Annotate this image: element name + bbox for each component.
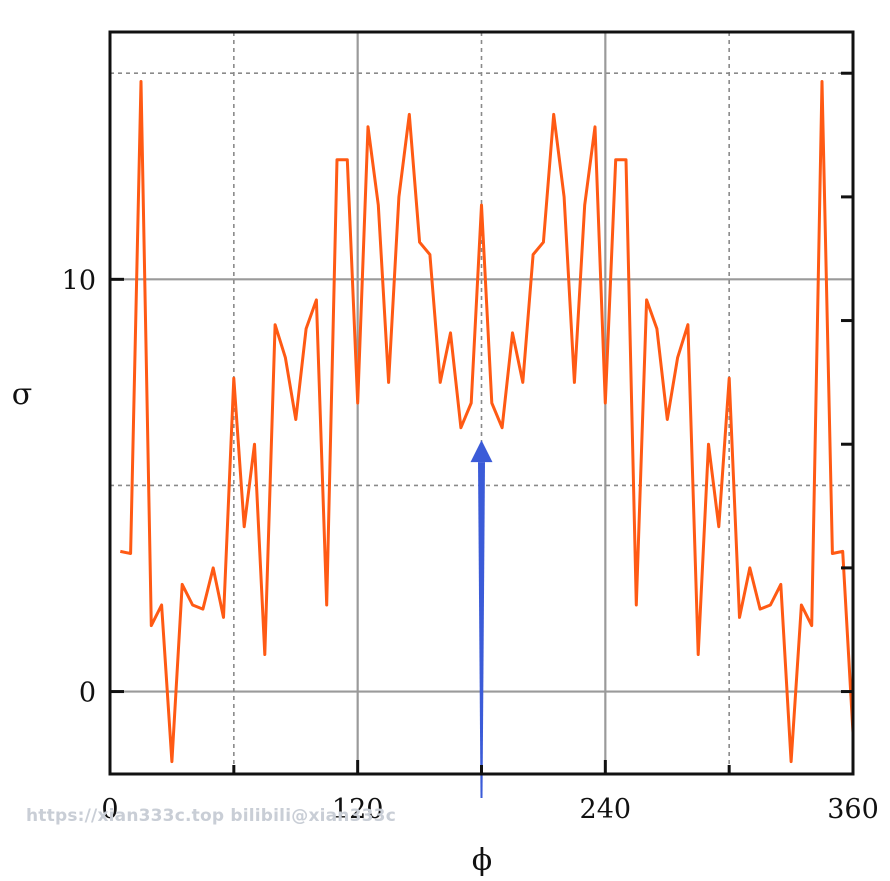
tick-labels: 0 120 240 360 0 10: [62, 265, 879, 825]
tick-marks: [108, 71, 855, 774]
y-tick-label: 0: [79, 678, 96, 709]
y-axis-label: σ: [12, 377, 32, 412]
x-tick-label: 120: [332, 794, 384, 825]
series-lines: [120, 80, 855, 764]
x-axis-label: ϕ: [472, 843, 492, 878]
x-tick-label: 360: [827, 794, 879, 825]
y-tick-label: 10: [62, 265, 96, 296]
arrow-shaft: [478, 462, 485, 798]
series-line: [120, 80, 855, 764]
arrow-head: [470, 440, 493, 463]
x-tick-label: 240: [580, 794, 632, 825]
annotation-arrow: [470, 440, 493, 798]
watermark: https://xian333c.top bilibili@xian333c: [26, 806, 396, 826]
x-tick-label: 0: [101, 794, 118, 825]
